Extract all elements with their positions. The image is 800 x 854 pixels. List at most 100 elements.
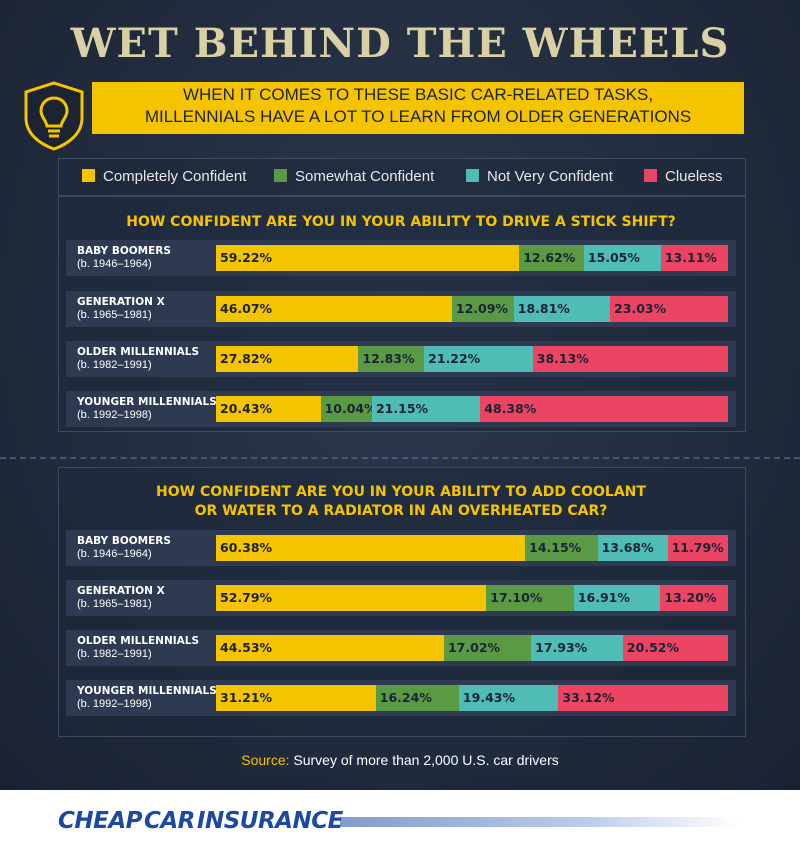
stacked-bar: 46.07% 12.09% 18.81% 23.03% <box>216 296 728 322</box>
chart-title-line-2: OR WATER TO A RADIATOR IN AN OVERHEATED … <box>194 503 608 519</box>
data-label: 17.93% <box>535 640 588 655</box>
legend-label: Not Very Confident <box>487 168 613 185</box>
subtitle-line-2: MILLENNIALS HAVE A LOT TO LEARN FROM OLD… <box>144 107 692 126</box>
stacked-bar: 27.82% 12.83% 21.22% 38.13% <box>216 346 728 372</box>
category-label: GENERATION X (b. 1965–1981) <box>77 585 165 611</box>
data-label: 10.04% <box>324 401 372 416</box>
bar-segment: 12.09% <box>451 296 514 322</box>
data-label: 59.22% <box>220 250 273 265</box>
chart-title-coolant: HOW CONFIDENT ARE YOU IN YOUR ABILITY TO… <box>58 483 744 521</box>
data-label: 60.38% <box>220 540 273 555</box>
category-label: OLDER MILLENNIALS (b. 1982–1991) <box>77 346 199 372</box>
data-label: 27.82% <box>220 351 273 366</box>
bar-segment: 60.38% <box>216 535 526 561</box>
subtitle-banner <box>92 82 744 134</box>
category-label: GENERATION X (b. 1965–1981) <box>77 296 165 322</box>
legend-item-somewhat-confident: Somewhat Confident <box>274 168 434 185</box>
category-label: YOUNGER MILLENNIALS (b. 1992–1998) <box>77 685 217 711</box>
data-label: 21.15% <box>375 401 429 416</box>
data-label: 13.11% <box>664 250 717 265</box>
bar-segment: 59.22% <box>216 245 520 271</box>
bar-segment: 10.04% <box>320 396 372 422</box>
bar-segment: 15.05% <box>583 245 661 271</box>
bar-segment: 52.79% <box>216 585 487 611</box>
bar-segment: 48.38% <box>480 396 728 422</box>
data-label: 15.05% <box>587 250 640 265</box>
category-name: GENERATION X <box>77 296 165 308</box>
data-label: 23.03% <box>614 301 667 316</box>
legend-swatch <box>274 169 287 182</box>
category-label: BABY BOOMERS (b. 1946–1964) <box>77 245 171 271</box>
source-background <box>240 748 560 774</box>
legend-label: Somewhat Confident <box>295 168 435 185</box>
legend-label: Completely Confident <box>103 168 247 185</box>
data-label: 14.15% <box>529 540 582 555</box>
bar-segment: 13.20% <box>660 585 728 611</box>
category-label: OLDER MILLENNIALS (b. 1982–1991) <box>77 635 199 661</box>
bar-segment: 13.68% <box>597 535 668 561</box>
stacked-bar: 60.38% 14.15% 13.68% 11.79% <box>216 535 728 561</box>
data-label: 11.79% <box>671 540 724 555</box>
bar-segment: 16.24% <box>375 685 459 711</box>
bar-segment: 11.79% <box>667 535 728 561</box>
stacked-bar: 20.43% 10.04% 21.15% 48.38% <box>216 396 728 422</box>
bar-segment: 38.13% <box>532 346 728 372</box>
stacked-bar: 31.21% 16.24% 19.43% 33.12% <box>216 685 728 711</box>
bar-segment: 33.12% <box>558 685 728 711</box>
legend-item-clueless: Clueless <box>644 168 723 185</box>
bar-segment: 12.83% <box>358 346 425 372</box>
legend-swatch <box>644 169 657 182</box>
stacked-bar: 52.79% 17.10% 16.91% 13.20% <box>216 585 728 611</box>
data-label: 16.24% <box>379 690 432 705</box>
stacked-bar: 59.22% 12.62% 15.05% 13.11% <box>216 245 728 271</box>
data-label: 20.52% <box>626 640 679 655</box>
chart-title-line-1: HOW CONFIDENT ARE YOU IN YOUR ABILITY TO… <box>156 484 646 500</box>
data-label: 12.83% <box>362 351 415 366</box>
category-years: (b. 1982–1991) <box>77 648 152 660</box>
category-years: (b. 1946–1964) <box>77 258 152 270</box>
bar-segment: 14.15% <box>525 535 598 561</box>
bar-segment: 13.11% <box>660 245 728 271</box>
chart-title-stick-shift: HOW CONFIDENT ARE YOU IN YOUR ABILITY TO… <box>126 214 676 230</box>
bar-segment: 21.22% <box>424 346 533 372</box>
category-years: (b. 1992–1998) <box>77 409 152 421</box>
legend-swatch <box>82 169 95 182</box>
section-divider <box>0 457 800 459</box>
bar-segment: 23.03% <box>610 296 728 322</box>
bar-segment: 20.52% <box>622 635 728 661</box>
bar-segment: 44.53% <box>216 635 444 661</box>
source-key: Source: <box>241 752 290 768</box>
legend-label: Clueless <box>665 168 723 185</box>
bar-segment: 27.82% <box>216 346 359 372</box>
data-label: 16.91% <box>577 590 630 605</box>
data-label: 12.62% <box>523 250 576 265</box>
category-label: BABY BOOMERS (b. 1946–1964) <box>77 535 171 561</box>
data-label: 17.10% <box>490 590 543 605</box>
source-text: Survey of more than 2,000 U.S. car drive… <box>289 752 559 768</box>
bar-segment: 12.62% <box>519 245 584 271</box>
brand-logo: CHEAPCARINSURANCE <box>58 808 343 834</box>
bar-segment: 17.02% <box>443 635 532 661</box>
data-label: 13.68% <box>601 540 654 555</box>
data-label: 48.38% <box>484 401 537 416</box>
category-years: (b. 1965–1981) <box>77 598 152 610</box>
bar-segment: 20.43% <box>216 396 321 422</box>
page-title: WET BEHIND THE WHEELS <box>70 20 730 67</box>
data-label: 21.22% <box>428 351 481 366</box>
data-label: 17.02% <box>447 640 501 655</box>
data-label: 38.13% <box>536 351 589 366</box>
data-label: 12.09% <box>455 301 508 316</box>
bar-segment: 18.81% <box>513 296 611 322</box>
category-label: YOUNGER MILLENNIALS (b. 1992–1998) <box>77 396 217 422</box>
legend-item-not-very-confident: Not Very Confident <box>466 168 613 185</box>
category-name: YOUNGER MILLENNIALS <box>77 685 217 697</box>
stacked-bar: 44.53% 17.02% 17.93% 20.52% <box>216 635 728 661</box>
category-years: (b. 1992–1998) <box>77 698 152 710</box>
data-label: 18.81% <box>517 301 570 316</box>
data-label: 46.07% <box>220 301 273 316</box>
subtitle: WHEN IT COMES TO THESE BASIC CAR-RELATED… <box>92 84 744 128</box>
category-name: YOUNGER MILLENNIALS <box>77 396 217 408</box>
legend-swatch <box>466 169 479 182</box>
data-label: 52.79% <box>220 590 273 605</box>
source-note: Source: Survey of more than 2,000 U.S. c… <box>0 752 800 768</box>
